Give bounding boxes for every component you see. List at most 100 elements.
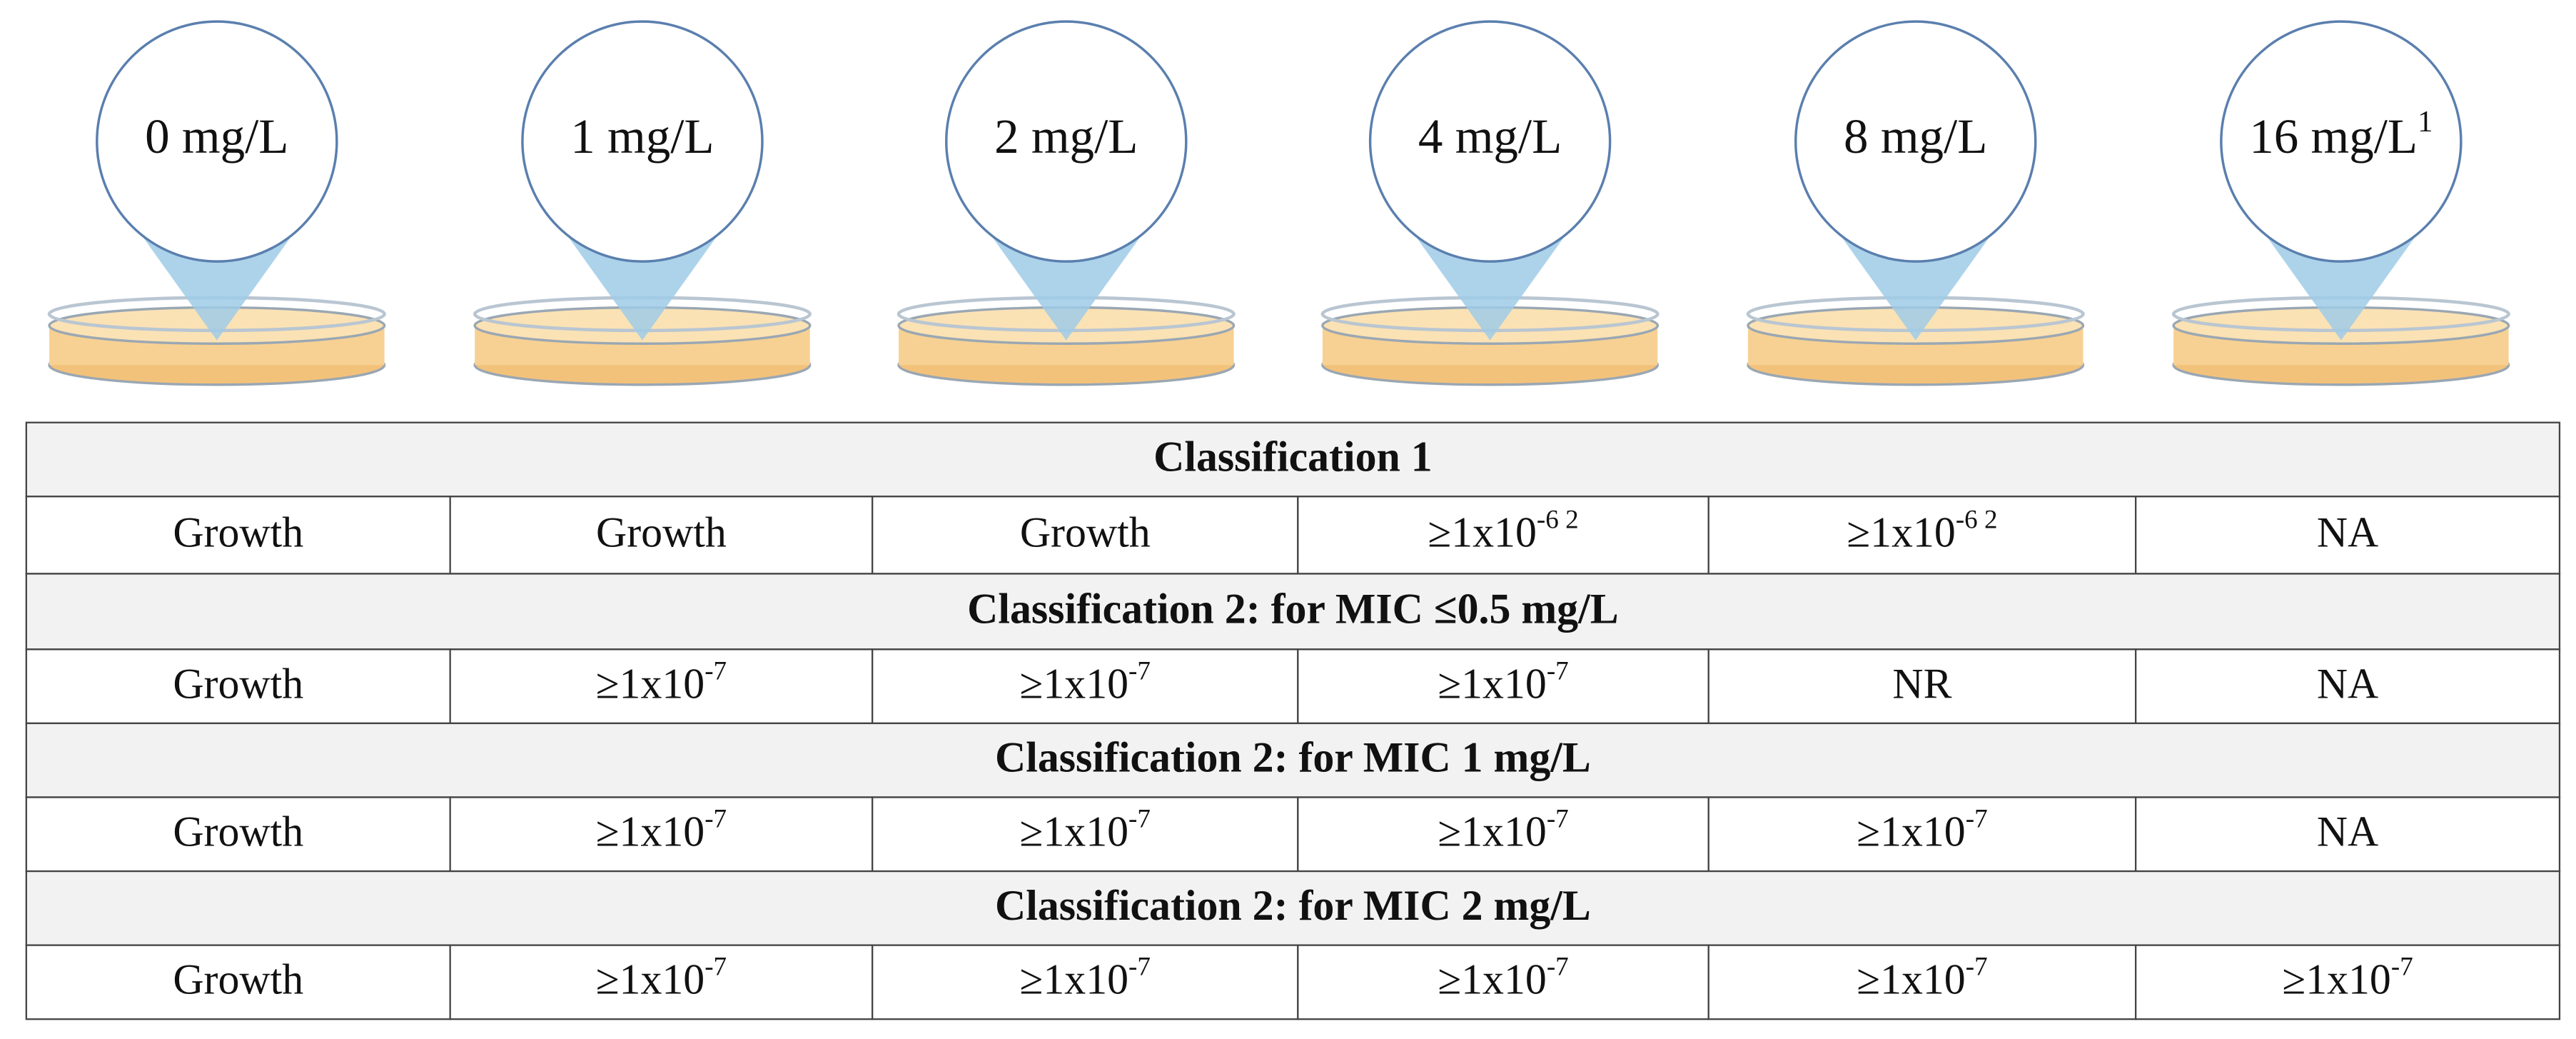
heading-row [25, 722, 2561, 798]
concentration-label: 8 mg/L [1844, 109, 1987, 164]
cell-text-main: Growth [173, 508, 303, 556]
cell-text: ≥1x10-7 [596, 805, 727, 855]
table-cell [1707, 944, 2137, 1020]
cell-text-main: ≥1x10 [1847, 508, 1956, 556]
cell-text: Growth [596, 508, 727, 556]
cell-text: ≥1x10-7 [2282, 953, 2413, 1003]
concentration-label-main: 2 mg/L [994, 109, 1138, 164]
cell-text-sup: -7 [2391, 953, 2413, 982]
table-cell [2135, 648, 2561, 725]
section-heading: Classification 2: for MIC 2 mg/L [995, 882, 1591, 929]
concentration-label-main: 4 mg/L [1418, 109, 1562, 164]
concentration-label: 2 mg/L [994, 109, 1138, 164]
section-heading: Classification 2: for MIC 1 mg/L [995, 734, 1591, 781]
cell-text-sup: -7 [1128, 953, 1151, 982]
cell-text-main: ≥1x10 [1020, 955, 1129, 1003]
cell-text: ≥1x10-6 2 [1847, 506, 1997, 556]
cell-text-sup: -7 [704, 953, 727, 982]
table-cell [1297, 796, 1709, 873]
cell-text-sup: -7 [704, 656, 727, 686]
cell-text: Growth [173, 955, 303, 1003]
concentration-label-sup: 1 [2418, 105, 2433, 139]
cell-text-main: ≥1x10 [596, 808, 705, 855]
table-cell [25, 796, 451, 873]
cell-text-sup: -7 [1547, 805, 1569, 834]
concentration-label-main: 8 mg/L [1844, 109, 1987, 164]
cell-text-sup: -7 [1128, 805, 1151, 834]
zoom-circle [96, 20, 338, 263]
table-cell [449, 944, 874, 1020]
cell-text-main: Growth [173, 660, 303, 707]
cell-text-main: ≥1x10 [2282, 955, 2391, 1003]
table-cell [872, 944, 1299, 1020]
pointer [138, 230, 296, 341]
table-cell [1707, 496, 2137, 575]
concentration-label-main: 0 mg/L [145, 109, 288, 164]
cell-text-main: ≥1x10 [596, 660, 705, 707]
pointer [987, 230, 1146, 341]
cell-text: NR [1892, 660, 1951, 707]
pointer [563, 230, 722, 341]
table-cell [872, 796, 1299, 873]
cell-text-main: NA [2317, 508, 2378, 556]
cell-text-main: ≥1x10 [1428, 508, 1537, 556]
cell-text-sup: -6 2 [1537, 506, 1579, 535]
concentration-label-main: 1 mg/L [570, 109, 714, 164]
cell-text-main: NA [2317, 660, 2378, 707]
cell-text-main: ≥1x10 [1438, 808, 1547, 855]
table-cell [25, 496, 451, 575]
cell-text: NA [2317, 660, 2378, 707]
cell-text: NA [2317, 508, 2378, 556]
table-cell [449, 796, 874, 873]
cell-text: ≥1x10-7 [596, 656, 727, 707]
pointer [1411, 230, 1570, 341]
table-cell [1297, 496, 1709, 575]
heading-row [25, 870, 2561, 946]
cell-text-main: ≥1x10 [596, 955, 705, 1003]
cell-text-sup: -7 [1128, 656, 1151, 686]
cell-text: Growth [173, 808, 303, 855]
cell-text: ≥1x10-7 [1438, 953, 1568, 1003]
table-cell [1707, 648, 2137, 725]
table-cell [1297, 648, 1709, 725]
table-cell [25, 648, 451, 725]
cell-text-main: ≥1x10 [1857, 808, 1966, 855]
pointer [1837, 230, 1995, 341]
table-cell [449, 496, 874, 575]
cell-text: ≥1x10-7 [1438, 656, 1568, 707]
cell-text: ≥1x10-7 [1020, 805, 1151, 855]
pointer [2262, 230, 2420, 341]
cell-text: Growth [173, 508, 303, 556]
cell-text: Growth [1020, 508, 1151, 556]
table-cell [1297, 944, 1709, 1020]
cell-text-main: Growth [596, 508, 727, 556]
cell-text-sup: -7 [1966, 805, 1988, 834]
table-cell [872, 648, 1299, 725]
cell-text: Growth [173, 660, 303, 707]
cell-text-sup: -7 [1966, 953, 1988, 982]
table-cell [2135, 944, 2561, 1020]
cell-text-sup: -7 [1547, 656, 1569, 686]
cell-text-sup: -7 [704, 805, 727, 834]
zoom-circle [521, 20, 764, 263]
section-heading: Classification 1 [1153, 433, 1433, 481]
cell-text: ≥1x10-7 [596, 953, 727, 1003]
cell-text: NA [2317, 808, 2378, 855]
cell-text-sup: -7 [1547, 953, 1569, 982]
table-cell [2135, 796, 2561, 873]
cell-text-main: Growth [173, 808, 303, 855]
concentration-label-main: 16 mg/L [2249, 109, 2418, 164]
cell-text-main: NA [2317, 808, 2378, 855]
zoom-circle [1794, 20, 2037, 263]
section-heading: Classification 2: for MIC ≤0.5 mg/L [967, 585, 1618, 632]
concentration-label: 16 mg/L1 [2249, 105, 2433, 164]
cell-text-main: ≥1x10 [1857, 955, 1966, 1003]
zoom-circle [1368, 20, 1612, 263]
cell-text-main: NR [1892, 660, 1951, 707]
concentration-label: 4 mg/L [1418, 109, 1562, 164]
table-cell [449, 648, 874, 725]
cell-text-main: ≥1x10 [1020, 660, 1129, 707]
cell-text: ≥1x10-7 [1857, 805, 1987, 855]
